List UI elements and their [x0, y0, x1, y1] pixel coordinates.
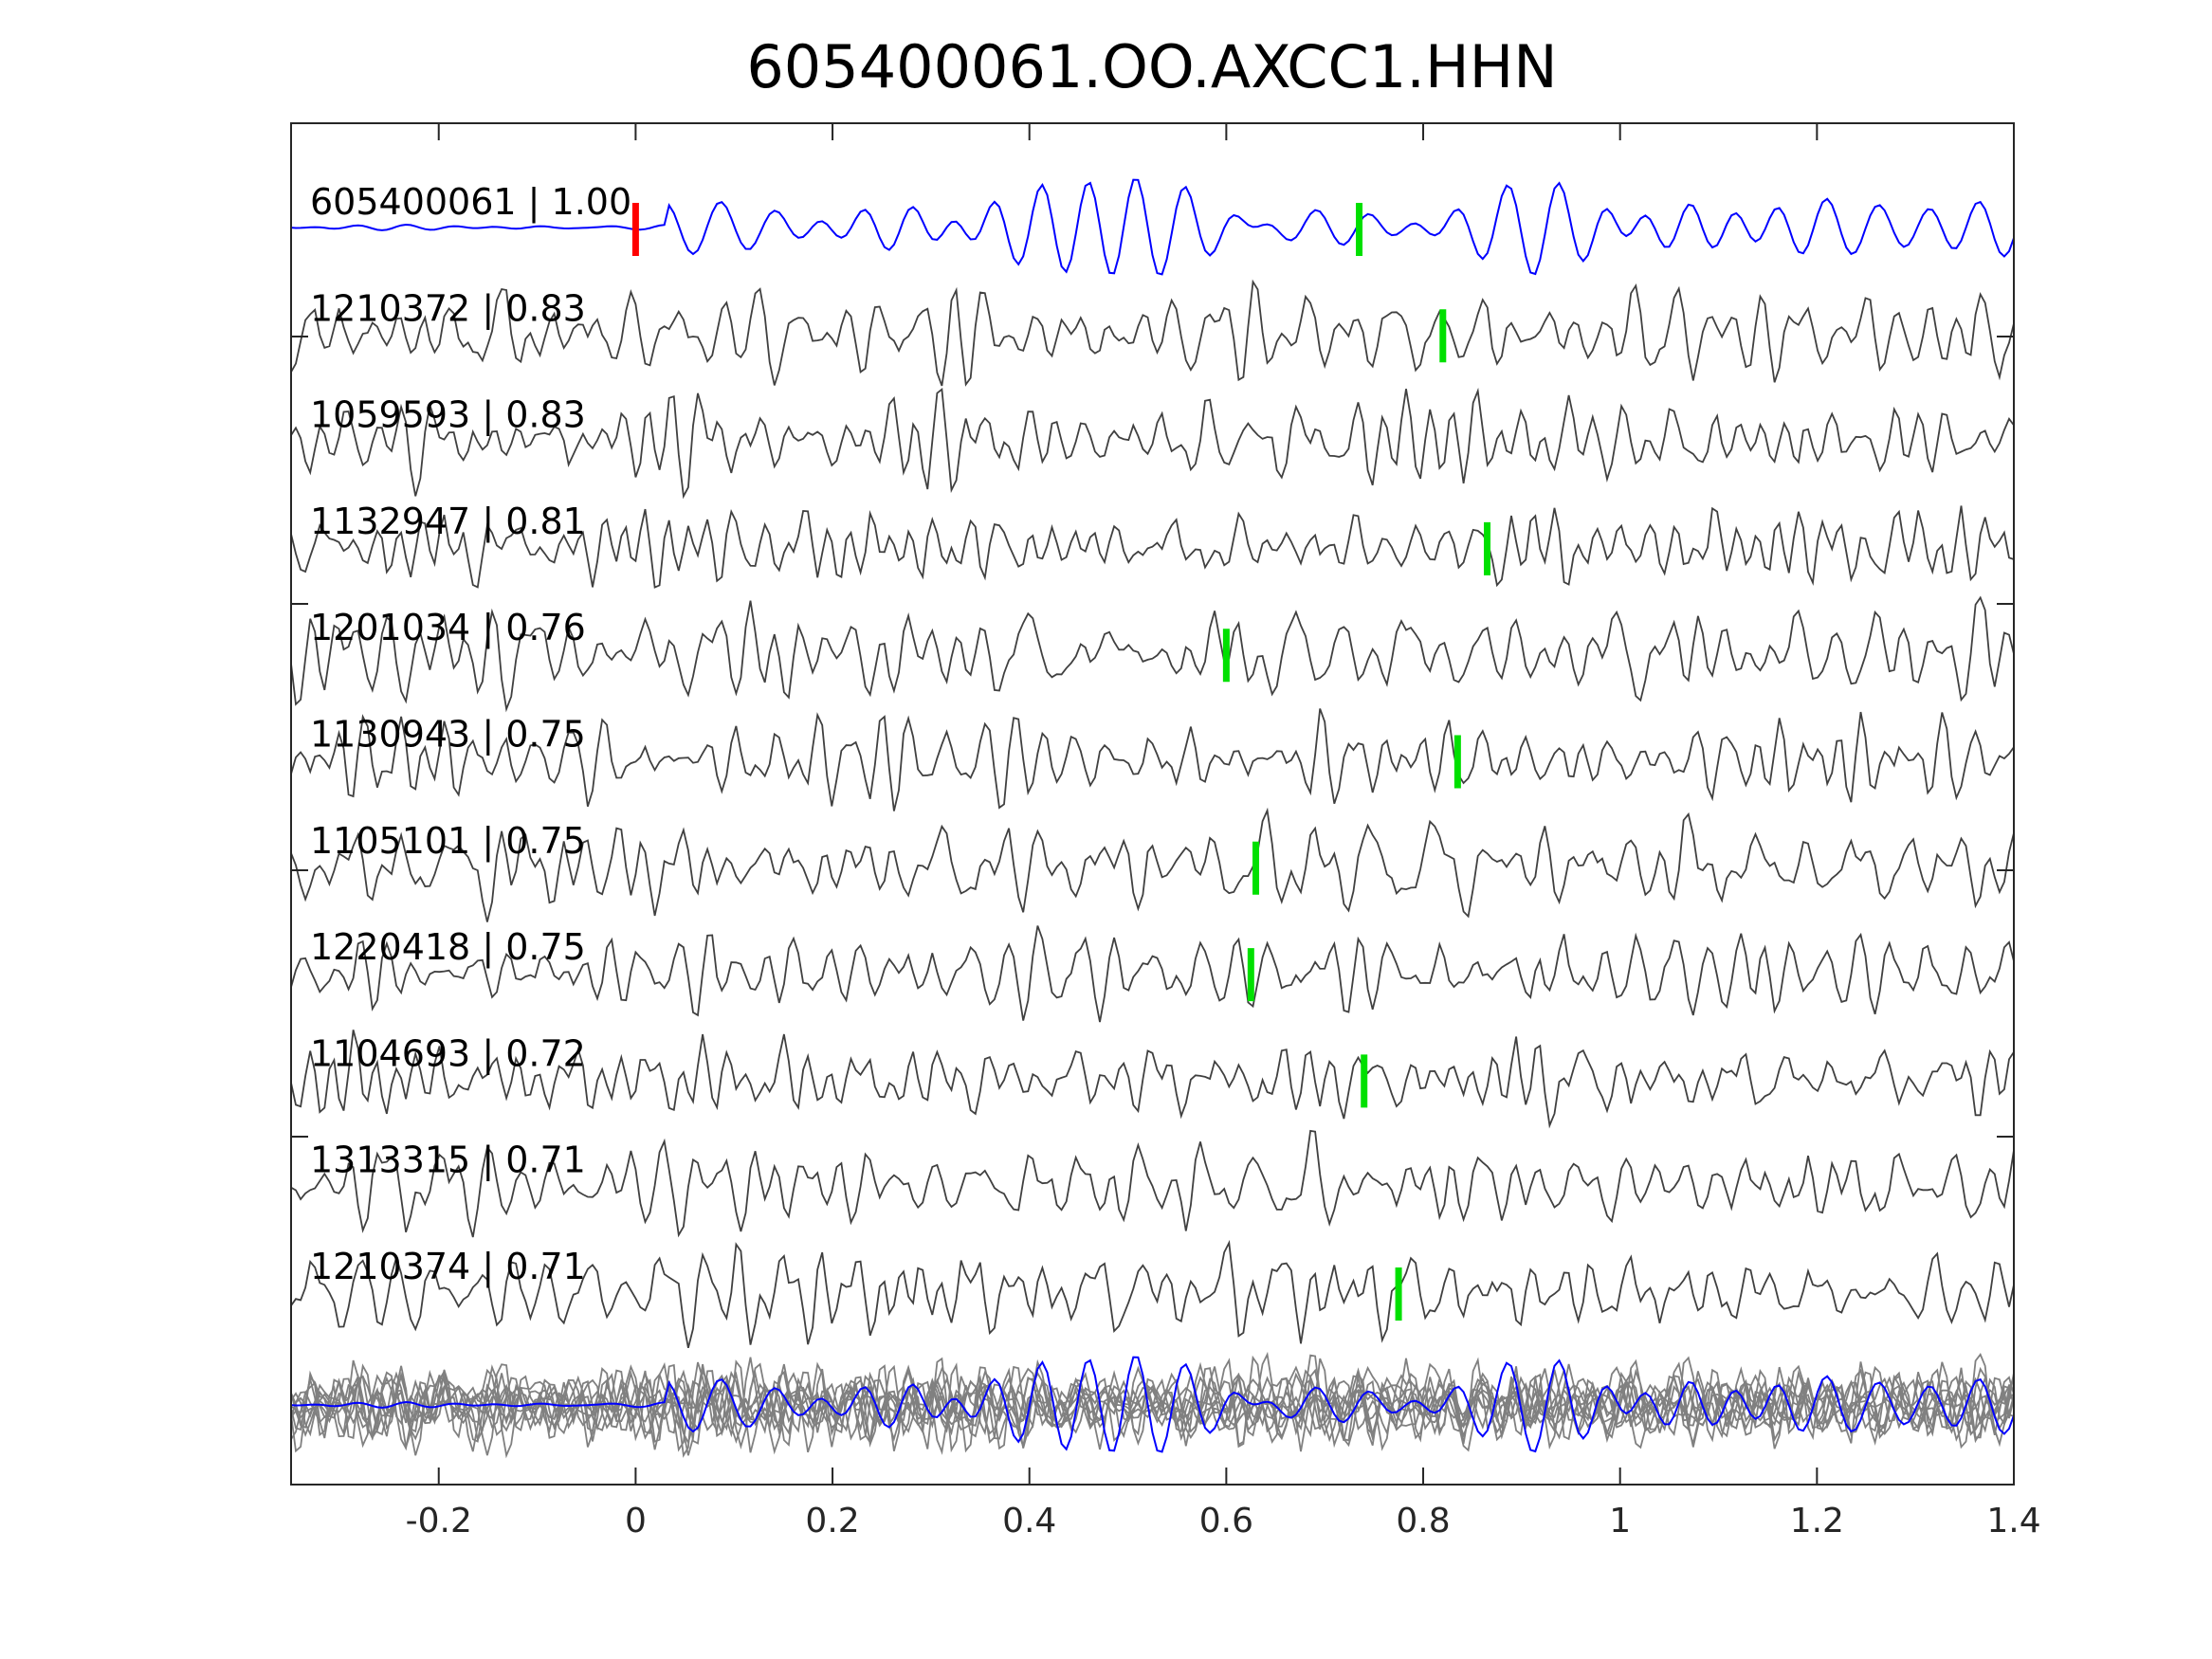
- waveform-line: [290, 807, 2015, 922]
- trace-1130943: 1130943 | 0.75: [290, 708, 2015, 811]
- waveform-line: [290, 925, 2015, 1023]
- trace-label: 1210374 | 0.71: [310, 1246, 586, 1288]
- trace-1210372: 1210372 | 0.83: [290, 279, 2015, 387]
- trace-label: 1130943 | 0.75: [310, 714, 586, 757]
- trace-1201034: 1201034 | 0.76: [290, 595, 2015, 713]
- trace-label: 1105101 | 0.75: [310, 820, 586, 863]
- trace-label: 1132947 | 0.81: [310, 501, 586, 543]
- x-tick-label: 0.2: [805, 1502, 859, 1540]
- trace-605400061: 605400061 | 1.00: [290, 178, 2015, 276]
- stacked-waveforms: [290, 1351, 2015, 1459]
- x-axis: -0.2 0 0.2 0.4 0.6 0.8 1 1.2 1.4: [291, 123, 2041, 1540]
- trace-1313315: 1313315 | 0.71: [290, 1129, 2015, 1238]
- waveform-line: [290, 505, 2015, 589]
- trace-label: 1210372 | 0.83: [310, 287, 586, 330]
- reference-waveform: [290, 178, 2015, 276]
- trace-1220418: 1220418 | 0.75: [290, 925, 2015, 1023]
- stack-waveform-line: [290, 1358, 2015, 1450]
- waveform-line: [290, 1239, 2015, 1349]
- waveform-line: [290, 708, 2015, 811]
- waveform-line: [290, 1030, 2015, 1129]
- trace-1132947: 1132947 | 0.81: [290, 501, 2015, 589]
- waveform-line: [290, 1129, 2015, 1238]
- trace-label: 1313315 | 0.71: [310, 1139, 586, 1182]
- x-tick-label: 0.8: [1396, 1502, 1450, 1540]
- trace-1210374: 1210374 | 0.71: [290, 1239, 2015, 1349]
- x-tick-label: 1.2: [1790, 1502, 1844, 1540]
- trace-label: 1220418 | 0.75: [310, 926, 586, 969]
- axes-box: [290, 122, 2015, 1486]
- x-tick-label: 1.4: [1986, 1502, 2040, 1540]
- x-tick-label: 0.4: [1002, 1502, 1056, 1540]
- waveform-line: [290, 595, 2015, 713]
- trace-label: 1059593 | 0.83: [310, 394, 586, 437]
- trace-label: 1201034 | 0.76: [310, 607, 586, 649]
- plot-area: 605400061 | 1.00 1210372 | 0.83 1059593 | …: [290, 178, 2015, 1459]
- stack-waveform-line: [290, 1359, 2015, 1450]
- waveform-line: [290, 387, 2015, 500]
- waveform-line: [290, 279, 2015, 387]
- x-tick-label: -0.2: [406, 1502, 472, 1540]
- x-tick-label: 0.6: [1199, 1502, 1253, 1540]
- chart-title: 605400061.OO.AXCC1.HHN: [746, 32, 1557, 101]
- trace-label: 605400061 | 1.00: [310, 181, 631, 224]
- trace-1104693: 1104693 | 0.72: [290, 1030, 2015, 1129]
- x-tick-label: 0: [625, 1502, 647, 1540]
- trace-1105101: 1105101 | 0.75: [290, 807, 2015, 922]
- stack-reference-waveform: [290, 1356, 2015, 1453]
- trace-1059593: 1059593 | 0.83: [290, 387, 2015, 500]
- trace-label: 1104693 | 0.72: [310, 1032, 586, 1075]
- x-tick-label: 1: [1609, 1502, 1631, 1540]
